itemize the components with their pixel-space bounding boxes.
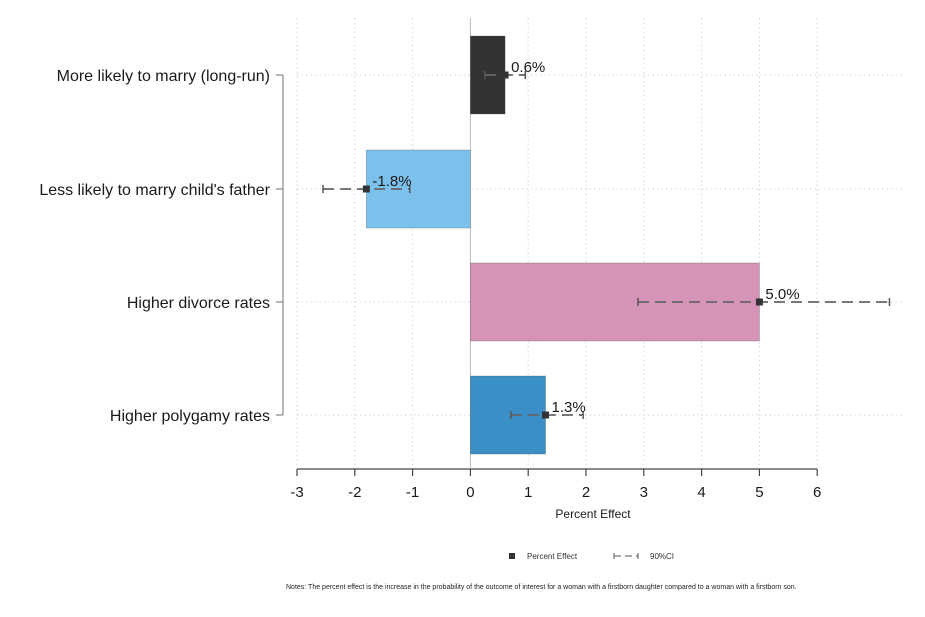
legend: Percent Effect 90%CI	[509, 552, 674, 561]
point-estimate	[542, 411, 550, 419]
value-label: -1.8%	[372, 173, 411, 190]
x-tick-label: 6	[813, 484, 821, 501]
confidence-intervals	[322, 71, 891, 419]
value-label: 1.3%	[552, 399, 586, 416]
x-tick-label: 4	[697, 484, 705, 501]
x-tick-label: -2	[348, 484, 361, 501]
point-estimate	[501, 71, 509, 79]
legend-point-marker	[509, 553, 515, 559]
x-tick-label: -3	[290, 484, 303, 501]
x-tick-label: 1	[524, 484, 532, 501]
category-label: Higher divorce rates	[127, 295, 270, 312]
value-label: 0.6%	[511, 59, 545, 76]
x-axis-label: Percent Effect	[555, 507, 631, 521]
category-label: Less likely to marry child's father	[39, 182, 270, 199]
x-tick-label: 5	[755, 484, 763, 501]
x-tick-label: 0	[466, 484, 474, 501]
y-axis-categories: More likely to marry (long-run) Less like…	[39, 68, 283, 425]
x-tick-label: 3	[640, 484, 648, 501]
legend-label-percent-effect: Percent Effect	[527, 552, 578, 561]
point-estimate	[755, 298, 763, 306]
bars	[366, 35, 760, 455]
category-label: More likely to marry (long-run)	[57, 68, 270, 85]
chart-note: Notes: The percent effect is the increas…	[286, 584, 797, 591]
x-tick-label: 2	[582, 484, 590, 501]
point-estimate	[362, 185, 370, 193]
gridlines	[296, 18, 904, 468]
legend-ci-marker	[613, 553, 639, 559]
value-labels: 0.6% -1.8% 5.0% 1.3%	[372, 59, 799, 416]
category-label: Higher polygamy rates	[110, 408, 270, 425]
value-label: 5.0%	[765, 286, 799, 303]
point-estimates	[362, 71, 763, 419]
legend-label-ci: 90%CI	[650, 552, 674, 561]
x-tick-label: -1	[406, 484, 419, 501]
x-axis-ticks: -3 -2 -1 0 1 2 3 4 5 6	[290, 469, 821, 501]
